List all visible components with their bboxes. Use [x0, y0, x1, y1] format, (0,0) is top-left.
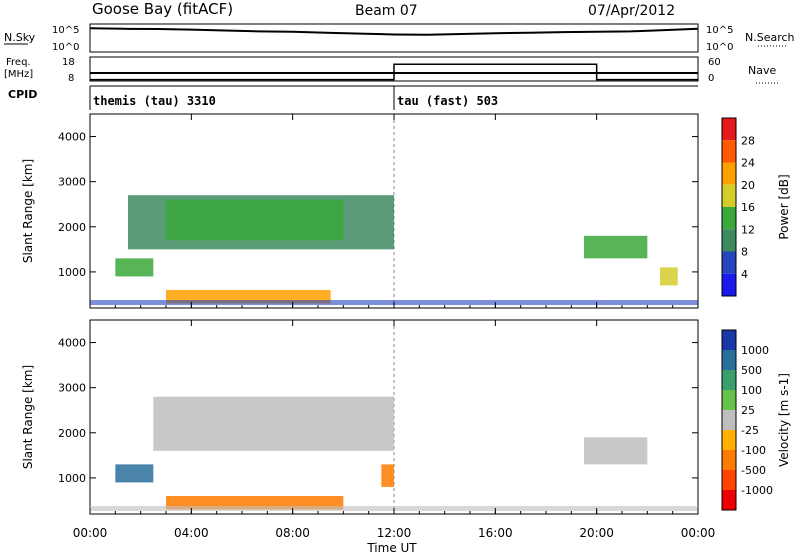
colorbar-cell	[722, 118, 736, 141]
colorbar-tick-label: 25	[741, 404, 755, 417]
colorbar-tick-label: -100	[741, 444, 766, 457]
freq-unit-label: [MHz]	[4, 69, 33, 80]
x-tick-label: 20:00	[579, 526, 614, 540]
colorbar-cell	[722, 229, 736, 252]
colorbar-frame	[721, 329, 737, 511]
colorbar-cell	[722, 251, 736, 274]
station-title: Goose Bay (fitACF)	[92, 0, 233, 18]
power-region	[584, 235, 648, 259]
nave-label: Nave	[748, 64, 776, 77]
beam-title: Beam 07	[355, 3, 418, 19]
power-region	[115, 258, 154, 277]
nsky-trace	[89, 27, 699, 36]
power-region	[166, 199, 344, 241]
y-tick-label: 2000	[58, 427, 86, 440]
velocity-region	[115, 464, 154, 483]
colorbar-cell	[722, 430, 736, 450]
colorbar-tick-label: 1000	[741, 344, 769, 357]
y-tick-label: 3000	[58, 176, 86, 189]
colorbar-cell	[722, 330, 736, 350]
colorbar-cell	[722, 370, 736, 390]
power-panel	[89, 113, 699, 309]
noise-left-tick-top: 10^5	[52, 25, 79, 36]
nave-trace	[90, 63, 698, 81]
date-title: 07/Apr/2012	[588, 3, 675, 19]
colorbar-cell	[722, 184, 736, 207]
noise-right-tick-top: 10^5	[706, 25, 733, 36]
colorbar-tick-label: 4	[741, 268, 748, 281]
colorbar-tick-label: -25	[741, 424, 759, 437]
y-tick-label: 1000	[58, 266, 86, 279]
colorbar-cell	[722, 410, 736, 430]
colorbar-tick-label: 24	[741, 157, 755, 170]
velocity-region	[584, 437, 648, 465]
colorbar-tick-label: 100	[741, 384, 762, 397]
freq-tick-top: 18	[62, 57, 75, 68]
velocity-region	[381, 464, 394, 487]
velocity-data	[90, 320, 698, 514]
time-x-axis: 00:00 04:00 08:00 12:00 16:00 20:00 00:00	[73, 114, 716, 540]
colorbar-tick-label: 12	[741, 223, 755, 236]
freq-label: Freq.	[6, 57, 31, 68]
x-tick-label: 08:00	[275, 526, 310, 540]
y-tick-label: 3000	[58, 382, 86, 395]
colorbar-cell	[722, 207, 736, 230]
x-tick-label: 16:00	[478, 526, 513, 540]
colorbar-tick-label: 8	[741, 246, 748, 259]
freq-tick-bottom: 8	[68, 73, 74, 84]
y-tick-label: 4000	[58, 131, 86, 144]
colorbar-tick-label: -500	[741, 464, 766, 477]
colorbar-frame	[721, 117, 737, 297]
noise-left-tick-bottom: 10^0	[52, 42, 79, 53]
y-tick-label: 1000	[58, 472, 86, 485]
colorbar-tick-label: 500	[741, 364, 762, 377]
colorbar-cell	[722, 162, 736, 185]
colorbar-tick-label: 28	[741, 134, 755, 147]
velocity-region	[153, 396, 394, 451]
nsearch-label: N.Search	[745, 31, 795, 44]
freq-panel-frame	[89, 56, 699, 82]
velocity-y-axis: 1000 2000 3000 4000	[58, 337, 698, 485]
cpid-mode-label: tau (fast) 503	[397, 94, 498, 108]
power-colorbar-title: Power [dB]	[777, 174, 791, 239]
y-tick-label: 4000	[58, 337, 86, 350]
colorbar-tick-label: 20	[741, 179, 755, 192]
cpid-mode-label: themis (tau) 3310	[93, 94, 216, 108]
power-region	[660, 267, 678, 286]
x-tick-label: 00:00	[73, 526, 108, 540]
y-tick-label: 2000	[58, 221, 86, 234]
cpid-label: CPID	[8, 88, 37, 101]
velocity-panel	[89, 319, 699, 515]
velocity-y-label: Slant Range [km]	[21, 365, 35, 469]
noise-panel-frame	[89, 23, 699, 53]
velocity-colorbar-title: Velocity [m s-1]	[777, 373, 791, 467]
colorbar-cell	[722, 140, 736, 163]
nsky-label: N.Sky	[4, 31, 36, 44]
cpid-modes: themis (tau) 3310 tau (fast) 503	[89, 86, 498, 110]
x-axis-label: Time UT	[366, 541, 417, 554]
colorbar-cell	[722, 273, 736, 296]
velocity-colorbar: 1000 500 100 25 -25 -100 -500 -1000 Velocity [m …	[721, 329, 791, 511]
colorbar-cell	[722, 450, 736, 470]
colorbar-tick-label: -1000	[741, 484, 773, 497]
x-tick-label: 12:00	[377, 526, 412, 540]
colorbar-cell	[722, 490, 736, 510]
colorbar-tick-label: 16	[741, 201, 755, 214]
colorbar-cell	[722, 390, 736, 410]
x-tick-label: 00:00	[681, 526, 716, 540]
nave-tick-bottom: 0	[708, 73, 714, 84]
power-y-axis: 1000 2000 3000 4000	[58, 131, 698, 279]
x-tick-label: 04:00	[174, 526, 209, 540]
colorbar-cell	[722, 350, 736, 370]
power-colorbar: 28 24 20 16 12 8 4 Power [dB]	[721, 117, 791, 297]
colorbar-cell	[722, 470, 736, 490]
noise-right-tick-bottom: 10^0	[706, 42, 733, 53]
power-y-label: Slant Range [km]	[21, 159, 35, 263]
nave-tick-top: 60	[708, 57, 721, 68]
